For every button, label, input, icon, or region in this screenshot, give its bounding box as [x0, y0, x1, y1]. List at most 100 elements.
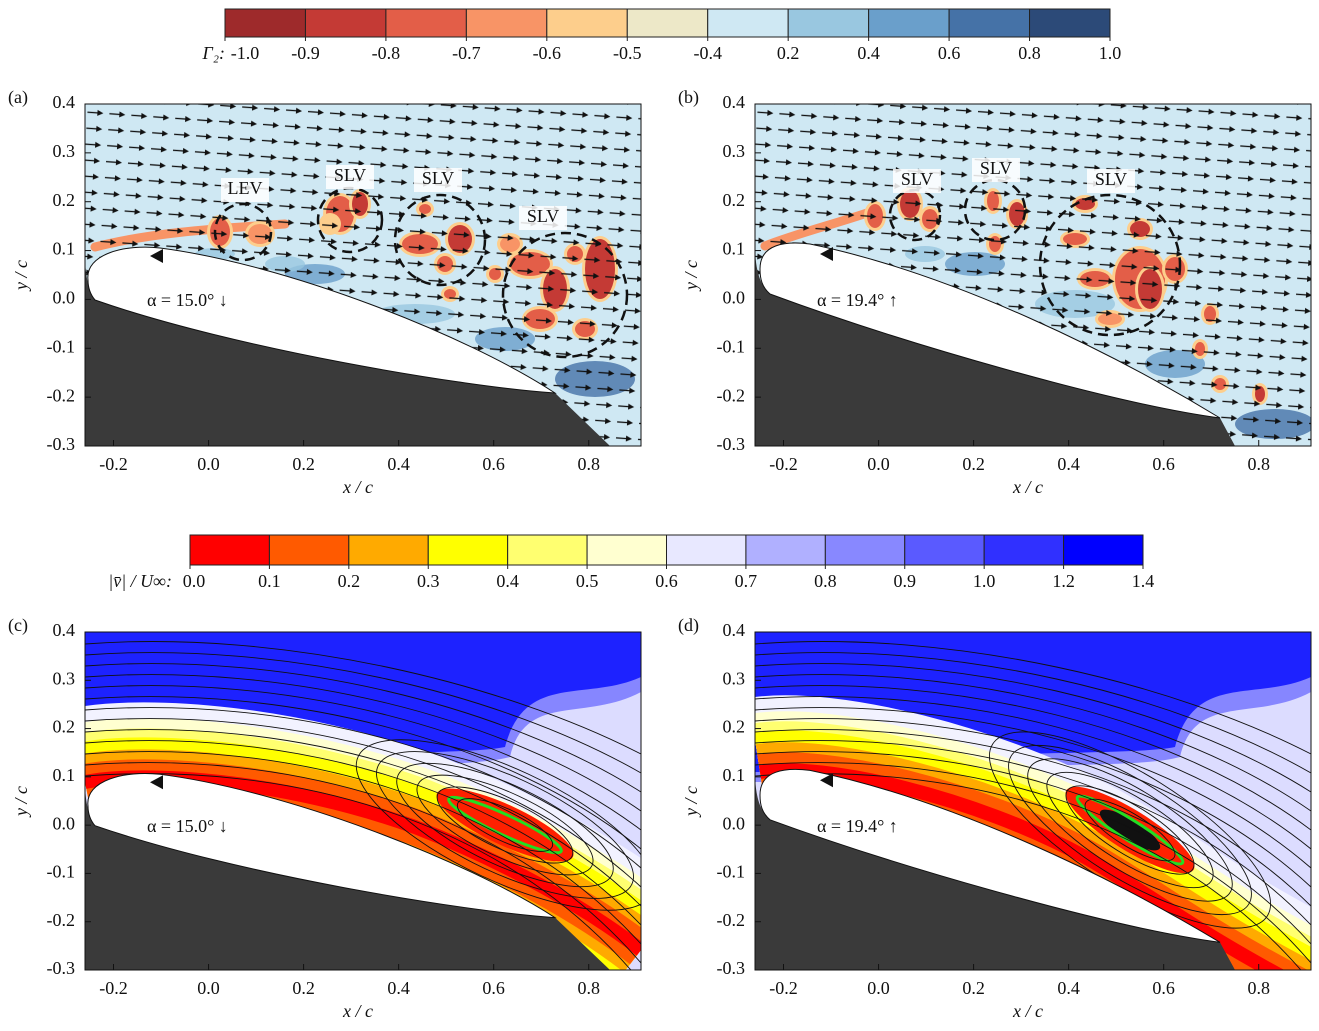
y-tick-label: 0.4 — [53, 92, 76, 112]
x-tick-label: 0.8 — [577, 978, 600, 998]
streamline — [755, 696, 1311, 850]
y-axis-label: y / c — [11, 786, 31, 818]
colorbar-tick-label: -0.8 — [372, 43, 401, 63]
vortex-outline — [1038, 193, 1182, 337]
y-tick-label: 0.4 — [723, 92, 746, 112]
streamline — [416, 774, 594, 876]
streamline — [1065, 785, 1195, 875]
x-tick-label: 0.2 — [292, 978, 315, 998]
colorbar-swatch — [745, 534, 826, 566]
x-axis-label: x / c — [1012, 477, 1043, 497]
airfoil — [87, 246, 557, 394]
panel: LEV SLV SLV SLV α = 15.0° ↓ -0.2 0.0 0.2 0.4 0.6 0… — [8, 87, 642, 497]
plot-frame — [84, 631, 642, 971]
vortex-label: SLV — [901, 169, 933, 189]
colorbar-tick-label: -0.9 — [291, 43, 320, 63]
streamline — [755, 674, 1311, 812]
x-tick-label: 0.6 — [1152, 978, 1175, 998]
vortex-core — [1099, 809, 1161, 851]
colorbar-tick-label: -0.7 — [452, 43, 481, 63]
streamline — [85, 773, 632, 970]
streamline — [755, 740, 1311, 926]
x-tick-label: 0.4 — [1057, 454, 1080, 474]
streamline — [1008, 744, 1252, 916]
y-tick-label: 0.2 — [53, 717, 76, 737]
streamline — [755, 718, 1311, 888]
colorbar-swatch — [348, 534, 429, 566]
streamline — [755, 751, 1311, 945]
x-tick-label: -0.2 — [99, 978, 128, 998]
colorbar-tick-label: -1.0 — [231, 43, 260, 63]
pivot-marker — [820, 773, 833, 788]
y-tick-label: -0.2 — [717, 385, 746, 405]
x-tick-label: 0.0 — [867, 454, 890, 474]
colorbar-tick-label: -0.5 — [613, 43, 642, 63]
colorbar-swatch — [824, 534, 906, 566]
panel-label: (c) — [8, 615, 28, 636]
y-tick-label: -0.3 — [47, 434, 76, 454]
airfoil — [87, 773, 557, 919]
y-tick-label: -0.1 — [47, 862, 76, 882]
vortex-label: SLV — [334, 165, 366, 185]
colorbar-tick-label: 0.9 — [894, 571, 917, 591]
vortex-outline — [963, 178, 1027, 242]
y-tick-label: -0.2 — [717, 910, 746, 930]
streamline — [85, 652, 641, 774]
streamline — [755, 663, 1311, 793]
vortex-label: SLV — [1095, 169, 1127, 189]
colorbar-swatch — [546, 8, 628, 38]
alpha-annotation: α = 19.4° ↑ — [817, 816, 898, 836]
colorbar-tick-label: 0.1 — [258, 571, 281, 591]
y-tick-label: 0.0 — [53, 288, 76, 308]
colorbar-swatch — [626, 8, 709, 38]
panel-label: (a) — [8, 87, 28, 108]
airfoil-shadow — [755, 244, 1235, 446]
streamline — [85, 740, 641, 926]
y-tick-label: 0.0 — [53, 813, 76, 833]
x-tick-label: 0.4 — [387, 978, 410, 998]
colorbar-tick-label: -0.6 — [533, 43, 562, 63]
y-tick-label: -0.3 — [717, 958, 746, 978]
y-tick-label: 0.0 — [723, 288, 746, 308]
streamline — [355, 739, 641, 911]
colorbar-swatch — [189, 534, 270, 566]
colorbar-swatch — [1029, 8, 1111, 38]
streamline — [436, 786, 574, 864]
vortex-label-bg — [414, 168, 462, 192]
y-tick-label: 0.2 — [53, 190, 76, 210]
streamline — [755, 685, 1311, 831]
x-tick-label: 0.8 — [577, 454, 600, 474]
x-axis-label: x / c — [342, 477, 373, 497]
y-tick-label: 0.2 — [723, 717, 746, 737]
streamline — [85, 718, 641, 888]
streamline — [1027, 758, 1233, 902]
colorbar-tick-label: 0.2 — [777, 43, 800, 63]
y-tick-label: 0.1 — [723, 239, 746, 259]
streamline — [85, 674, 641, 812]
y-tick-label: 0.3 — [53, 141, 76, 161]
x-tick-label: 0.6 — [1152, 454, 1175, 474]
x-tick-label: 0.4 — [1057, 978, 1080, 998]
airfoil-shadow — [85, 254, 610, 446]
plot-frame — [84, 103, 642, 447]
colorbar-tick-label: 1.4 — [1132, 571, 1155, 591]
vortex-outline — [393, 193, 487, 287]
field — [755, 632, 1311, 970]
vortex-label-bg — [221, 178, 269, 202]
colorbar-tick-label: 0.7 — [735, 571, 758, 591]
pivot-marker — [150, 249, 163, 263]
y-tick-label: 0.3 — [723, 668, 746, 688]
streamline — [85, 707, 641, 869]
colorbar-tick-label: 0.3 — [417, 571, 440, 591]
pivot-marker — [150, 775, 163, 790]
field — [85, 632, 641, 970]
field — [85, 104, 641, 446]
alpha-annotation: α = 19.4° ↑ — [817, 290, 898, 310]
streamline — [85, 729, 641, 907]
x-tick-label: 0.8 — [1247, 454, 1270, 474]
x-tick-label: 0.0 — [197, 978, 220, 998]
x-tick-label: 0.0 — [197, 454, 220, 474]
y-tick-label: -0.2 — [47, 910, 76, 930]
streamline — [755, 773, 1302, 970]
